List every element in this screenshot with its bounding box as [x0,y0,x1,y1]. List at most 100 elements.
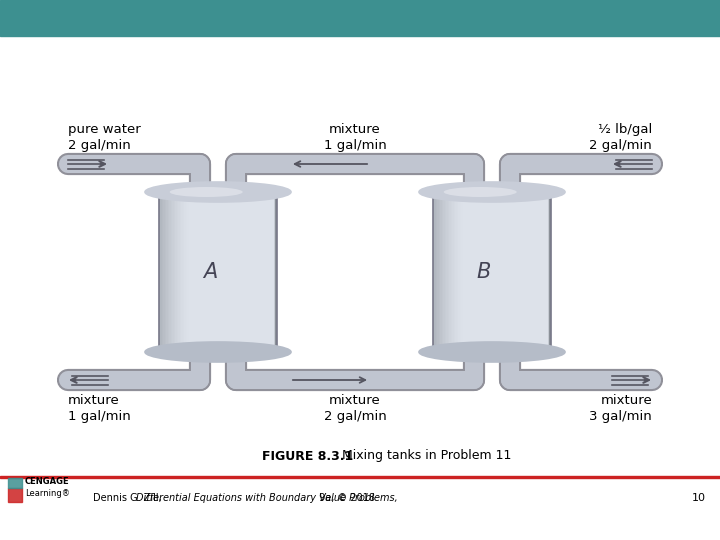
Bar [274,192,276,352]
Text: mixture: mixture [329,123,381,136]
Text: 10: 10 [692,493,706,503]
Bar [549,192,551,352]
Bar [274,192,276,352]
Text: CENGAGE: CENGAGE [25,477,70,487]
Ellipse shape [444,187,517,197]
Bar [275,192,276,352]
Text: ½ lb/gal: ½ lb/gal [598,123,652,136]
Ellipse shape [419,342,565,362]
Bar [8,488,22,502]
Bar [434,192,436,352]
Bar [274,192,276,352]
Bar [178,192,180,352]
Bar [442,192,444,352]
Text: 2 gal/min: 2 gal/min [68,139,131,152]
Bar [275,192,276,352]
Bar [549,192,550,352]
Bar [441,192,442,352]
Bar [274,192,276,352]
Bar [449,192,451,352]
Bar [433,192,434,352]
Text: mixture: mixture [68,394,120,407]
Bar [276,192,277,352]
Bar [187,192,189,352]
Bar [0,476,720,478]
Bar [276,192,277,352]
Bar [169,192,171,352]
Bar [275,192,276,352]
Text: Differential Equations with Boundary Value Problems,: Differential Equations with Boundary Val… [136,493,397,503]
Bar [274,192,276,352]
Text: A: A [203,262,217,282]
Bar [549,192,551,352]
Bar [275,192,277,352]
Bar [549,192,551,352]
Bar [163,192,165,352]
Ellipse shape [145,182,291,202]
Bar [454,192,455,352]
Bar [549,192,551,352]
Text: 1 gal/min: 1 gal/min [323,139,387,152]
Bar [274,192,276,352]
Bar [549,192,550,352]
Bar [549,192,551,352]
Bar [184,192,186,352]
Bar [181,192,183,352]
Bar [274,192,276,352]
Bar [451,192,452,352]
Text: Mixing tanks in Problem 11: Mixing tanks in Problem 11 [334,449,511,462]
Bar [166,192,168,352]
Bar [455,192,456,352]
Bar [168,192,169,352]
Ellipse shape [419,182,565,202]
Bar [549,192,550,352]
Ellipse shape [170,187,243,197]
Ellipse shape [145,342,291,362]
Bar [275,192,276,352]
Text: Dennis G. Zill,: Dennis G. Zill, [93,493,165,503]
Text: 2 gal/min: 2 gal/min [589,139,652,152]
Bar [548,192,549,352]
Bar [461,192,462,352]
Text: 2 gal/min: 2 gal/min [323,410,387,423]
Bar [180,192,181,352]
Bar [275,192,276,352]
Bar [448,192,449,352]
Bar [433,192,551,352]
Bar [549,192,551,352]
Bar [459,192,461,352]
Bar [274,192,276,352]
Bar [171,192,172,352]
Text: mixture: mixture [600,394,652,407]
Bar [548,192,549,352]
Text: 9e, © 2018: 9e, © 2018 [316,493,375,503]
Bar [159,192,277,352]
Bar [549,192,550,352]
Bar [159,192,161,352]
Bar [446,192,448,352]
Bar [275,192,276,352]
Bar [445,192,446,352]
Bar [176,192,178,352]
Bar [183,192,184,352]
Bar [548,192,550,352]
Bar [439,192,441,352]
Bar [549,192,550,352]
Bar [433,192,551,352]
Bar [186,192,187,352]
Text: FIGURE 8.3.1: FIGURE 8.3.1 [262,449,354,462]
Bar [436,192,438,352]
Text: 1 gal/min: 1 gal/min [68,410,131,423]
Text: B: B [477,262,491,282]
Bar [165,192,166,352]
Bar [456,192,458,352]
Bar [159,192,277,352]
Bar [458,192,459,352]
Text: 3 gal/min: 3 gal/min [589,410,652,423]
Bar [549,192,551,352]
Bar [438,192,439,352]
Bar [175,192,176,352]
Bar [8,478,22,488]
Bar [275,192,276,352]
Text: mixture: mixture [329,394,381,407]
